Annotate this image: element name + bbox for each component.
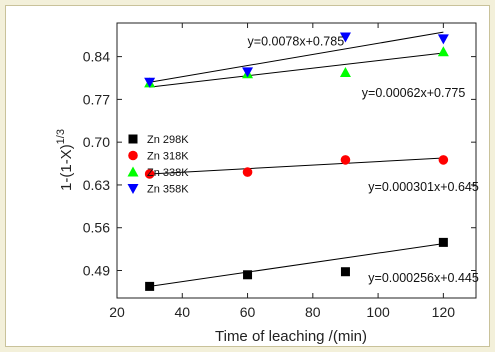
data-point bbox=[339, 32, 351, 43]
y-axis-title: 1-(1-X)1/3 bbox=[55, 129, 75, 191]
legend-label: Zn 338K bbox=[147, 167, 189, 179]
x-tick-label: 100 bbox=[366, 304, 390, 320]
x-tick-label: 120 bbox=[432, 304, 456, 320]
legend-label: Zn 298K bbox=[147, 134, 189, 146]
fit-equations: y=0.000256x+0.445 y=0.000301x+0.645 y=0.00… bbox=[248, 35, 479, 286]
x-tick-label: 20 bbox=[109, 304, 125, 320]
x-tick-label: 40 bbox=[174, 304, 190, 320]
y-tick-label: 0.63 bbox=[83, 177, 110, 193]
fit-equation-label: y=0.000301x+0.645 bbox=[368, 180, 479, 194]
fit-lines bbox=[149, 31, 444, 287]
y-tick-label: 0.84 bbox=[83, 49, 110, 65]
data-point bbox=[242, 167, 253, 177]
scatter-chart: 20 40 60 80 100 120 0.49 0.56 0.63 0.70 0.77 0.84 y… bbox=[55, 22, 479, 345]
chart-frame: 20 40 60 80 100 120 0.49 0.56 0.63 0.70 0.77 0.84 y… bbox=[5, 5, 490, 347]
data-point bbox=[340, 267, 350, 277]
data-point bbox=[145, 281, 155, 291]
y-axis-title-main: 1-(1-X) bbox=[58, 144, 75, 191]
x-tick-label: 60 bbox=[240, 304, 256, 320]
data-point bbox=[438, 155, 449, 165]
legend-label: Zn 358K bbox=[147, 184, 189, 196]
fit-equation-label: y=0.00062x+0.775 bbox=[362, 86, 466, 100]
y-tick-label: 0.70 bbox=[83, 134, 110, 150]
y-tick-label: 0.49 bbox=[83, 263, 110, 279]
legend: Zn 298K Zn 318K Zn 338K Zn 358K bbox=[127, 134, 189, 196]
y-axis-title-superscript: 1/3 bbox=[55, 129, 67, 144]
legend-label: Zn 318K bbox=[147, 151, 189, 163]
data-point bbox=[340, 155, 351, 165]
fit-equation-label: y=0.000256x+0.445 bbox=[368, 271, 479, 285]
x-tick-label: 80 bbox=[305, 304, 321, 320]
fit-equation-label: y=0.0078x+0.785 bbox=[248, 35, 345, 49]
data-point bbox=[339, 67, 351, 77]
legend-marker bbox=[128, 150, 138, 161]
fit-line-zn-358k bbox=[149, 31, 444, 83]
data-point bbox=[144, 169, 155, 179]
legend-marker bbox=[127, 166, 139, 177]
fit-line-zn-318k bbox=[149, 157, 444, 175]
data-points bbox=[144, 32, 449, 291]
data-point bbox=[243, 270, 253, 280]
data-point bbox=[144, 77, 156, 88]
axis-ticks: 20 40 60 80 100 120 0.49 0.56 0.63 0.70 0.77 0.84 bbox=[83, 23, 476, 320]
fit-line-zn-298k bbox=[149, 243, 444, 287]
y-tick-label: 0.77 bbox=[83, 91, 110, 107]
data-point bbox=[438, 237, 448, 247]
data-point bbox=[242, 67, 254, 78]
y-tick-label: 0.56 bbox=[83, 220, 110, 236]
plot-area bbox=[116, 22, 477, 299]
x-axis-title: Time of leaching /(min) bbox=[215, 328, 367, 345]
legend-marker bbox=[128, 134, 138, 144]
data-point bbox=[437, 46, 449, 57]
data-point bbox=[437, 34, 449, 45]
legend-marker bbox=[127, 184, 139, 194]
fit-line-zn-338k bbox=[149, 52, 444, 88]
